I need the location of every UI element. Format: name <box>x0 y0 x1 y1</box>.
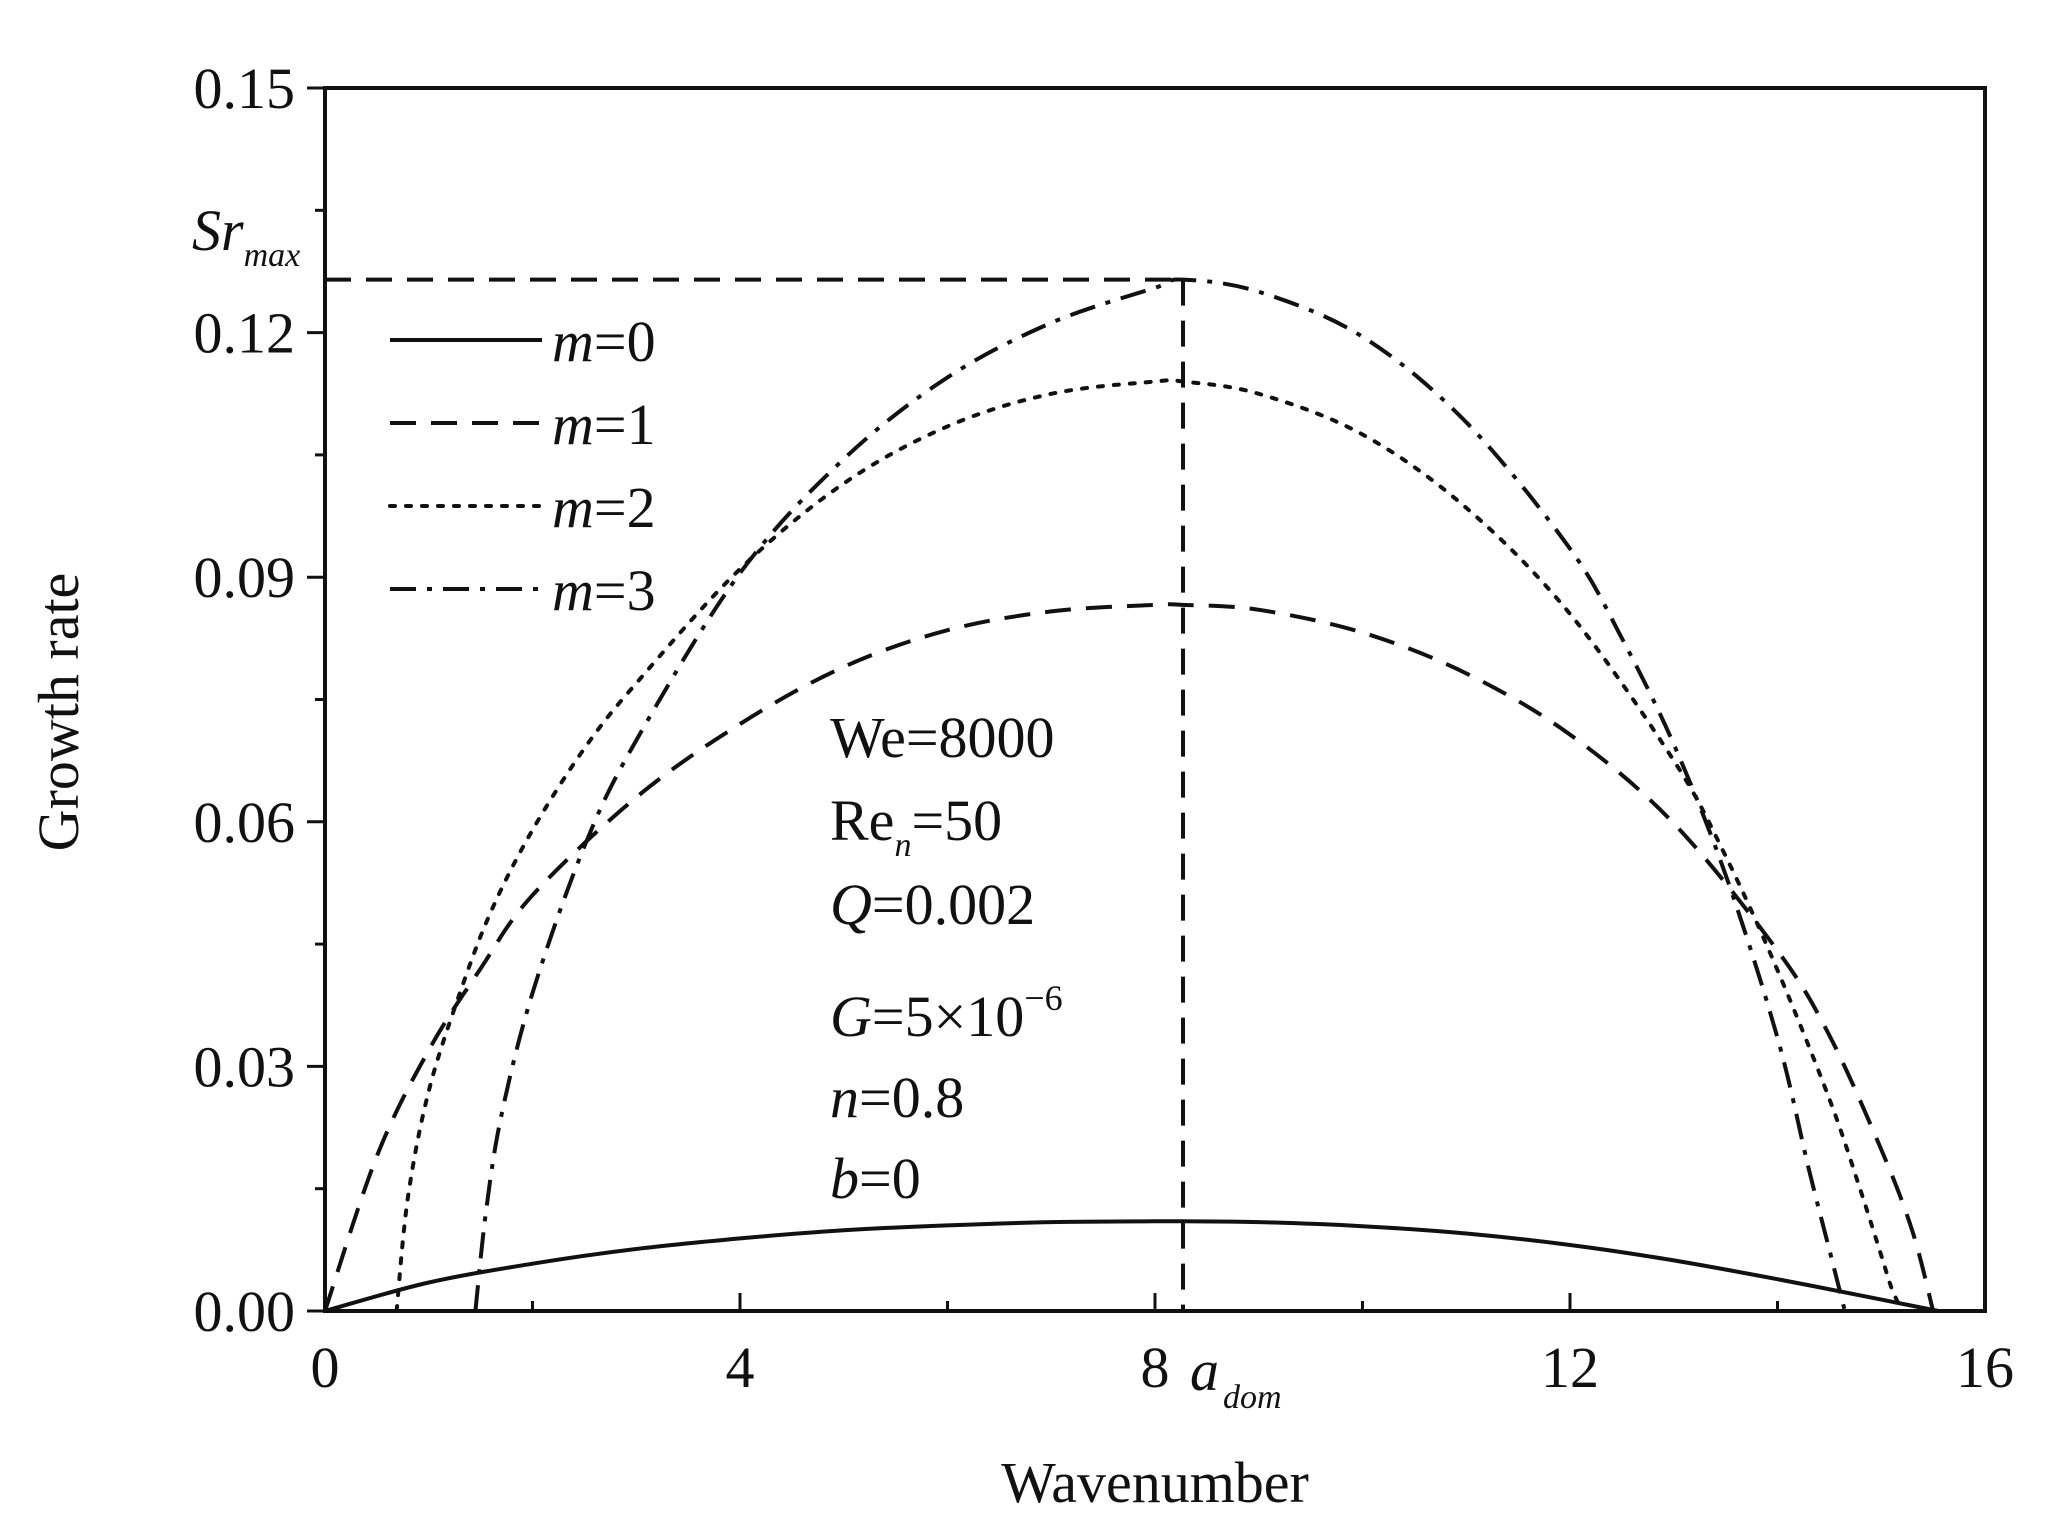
series-line-m1 <box>323 602 1936 1312</box>
param-b: b=0 <box>830 1146 921 1211</box>
legend-lines <box>388 338 544 591</box>
x-axis-label: Wavenumber <box>1001 1450 1309 1515</box>
a-dom-main: a <box>1190 1338 1219 1403</box>
y-tick-label: 0.09 <box>194 545 296 610</box>
series-line-m0 <box>324 1219 1939 1313</box>
y-tick-label: 0.15 <box>194 56 296 121</box>
x-tick-label: 16 <box>1956 1335 2014 1400</box>
param-re: Ren=50 <box>830 788 1002 864</box>
x-tick-label: 8 <box>1141 1335 1170 1400</box>
legend-label-m3: m=3 <box>552 558 656 623</box>
x-tick-label: 4 <box>726 1335 755 1400</box>
y-tick-label: 0.03 <box>194 1034 296 1099</box>
parameter-block: We=8000 Ren=50 Q=0.002 G=5×10−6 n=0.8 b=… <box>830 705 1063 1211</box>
series-lines <box>323 277 1939 1313</box>
a-dom-sub: dom <box>1223 1379 1282 1416</box>
sr-max-main: Sr <box>192 198 244 263</box>
reference-lines <box>325 277 1186 1311</box>
series-line-m2 <box>394 378 1904 1313</box>
a-dom-label: a dom <box>1190 1338 1282 1416</box>
param-g: G=5×10−6 <box>830 978 1063 1049</box>
param-we: We=8000 <box>830 705 1055 770</box>
x-tick-label: 0 <box>311 1335 340 1400</box>
series-line-m3 <box>473 277 1847 1312</box>
legend: m=0 m=1 m=2 m=3 <box>552 309 656 623</box>
y-tick-label: 0.06 <box>194 790 296 855</box>
y-axis-label: Growth rate <box>26 573 91 852</box>
param-n: n=0.8 <box>830 1065 964 1130</box>
param-q: Q=0.002 <box>830 872 1035 937</box>
sr-max-sub: max <box>244 237 301 274</box>
axis-ticks: 0 4 8 12 16 0.00 0.03 0.06 0.09 0.12 0.15 <box>194 56 2015 1400</box>
legend-label-m2: m=2 <box>552 475 656 540</box>
y-tick-label: 0.00 <box>194 1279 296 1344</box>
y-tick-label: 0.12 <box>194 301 296 366</box>
sr-max-label: Srmax <box>192 198 300 274</box>
legend-label-m1: m=1 <box>552 392 656 457</box>
x-tick-label: 12 <box>1541 1335 1599 1400</box>
legend-label-m0: m=0 <box>552 309 656 374</box>
